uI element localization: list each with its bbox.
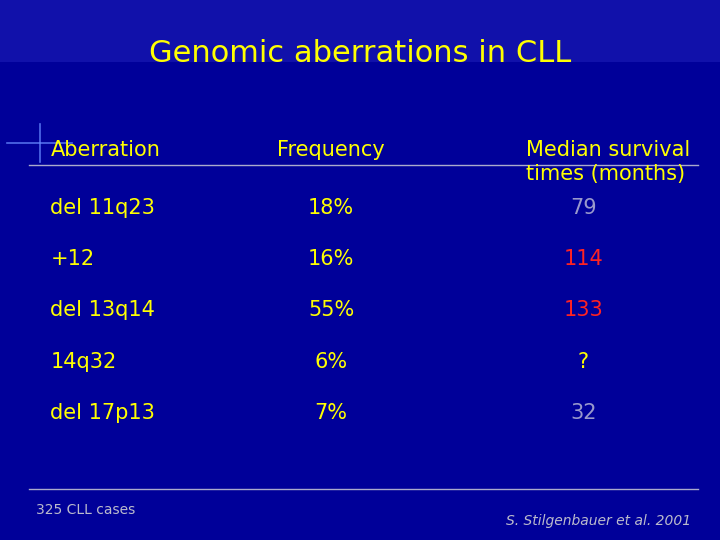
Text: 16%: 16% [308,249,354,269]
Text: 7%: 7% [315,403,348,423]
Text: 325 CLL cases: 325 CLL cases [36,503,135,517]
Text: ?: ? [577,352,589,372]
Text: del 11q23: del 11q23 [50,198,156,218]
Text: Genomic aberrations in CLL: Genomic aberrations in CLL [149,39,571,69]
Text: 14q32: 14q32 [50,352,117,372]
Text: del 17p13: del 17p13 [50,403,156,423]
Text: S. Stilgenbauer et al. 2001: S. Stilgenbauer et al. 2001 [506,514,691,528]
Text: +12: +12 [50,249,94,269]
Text: 18%: 18% [308,198,354,218]
Bar [0,0,720,62]
Text: 55%: 55% [308,300,354,321]
Text: 133: 133 [563,300,603,321]
Text: 32: 32 [570,403,596,423]
Text: 79: 79 [570,198,596,218]
Text: Median survival
times (months): Median survival times (months) [526,140,690,184]
Text: Frequency: Frequency [277,140,385,160]
Text: 6%: 6% [315,352,348,372]
Text: Aberration: Aberration [50,140,161,160]
Text: del 13q14: del 13q14 [50,300,156,321]
Text: 114: 114 [563,249,603,269]
